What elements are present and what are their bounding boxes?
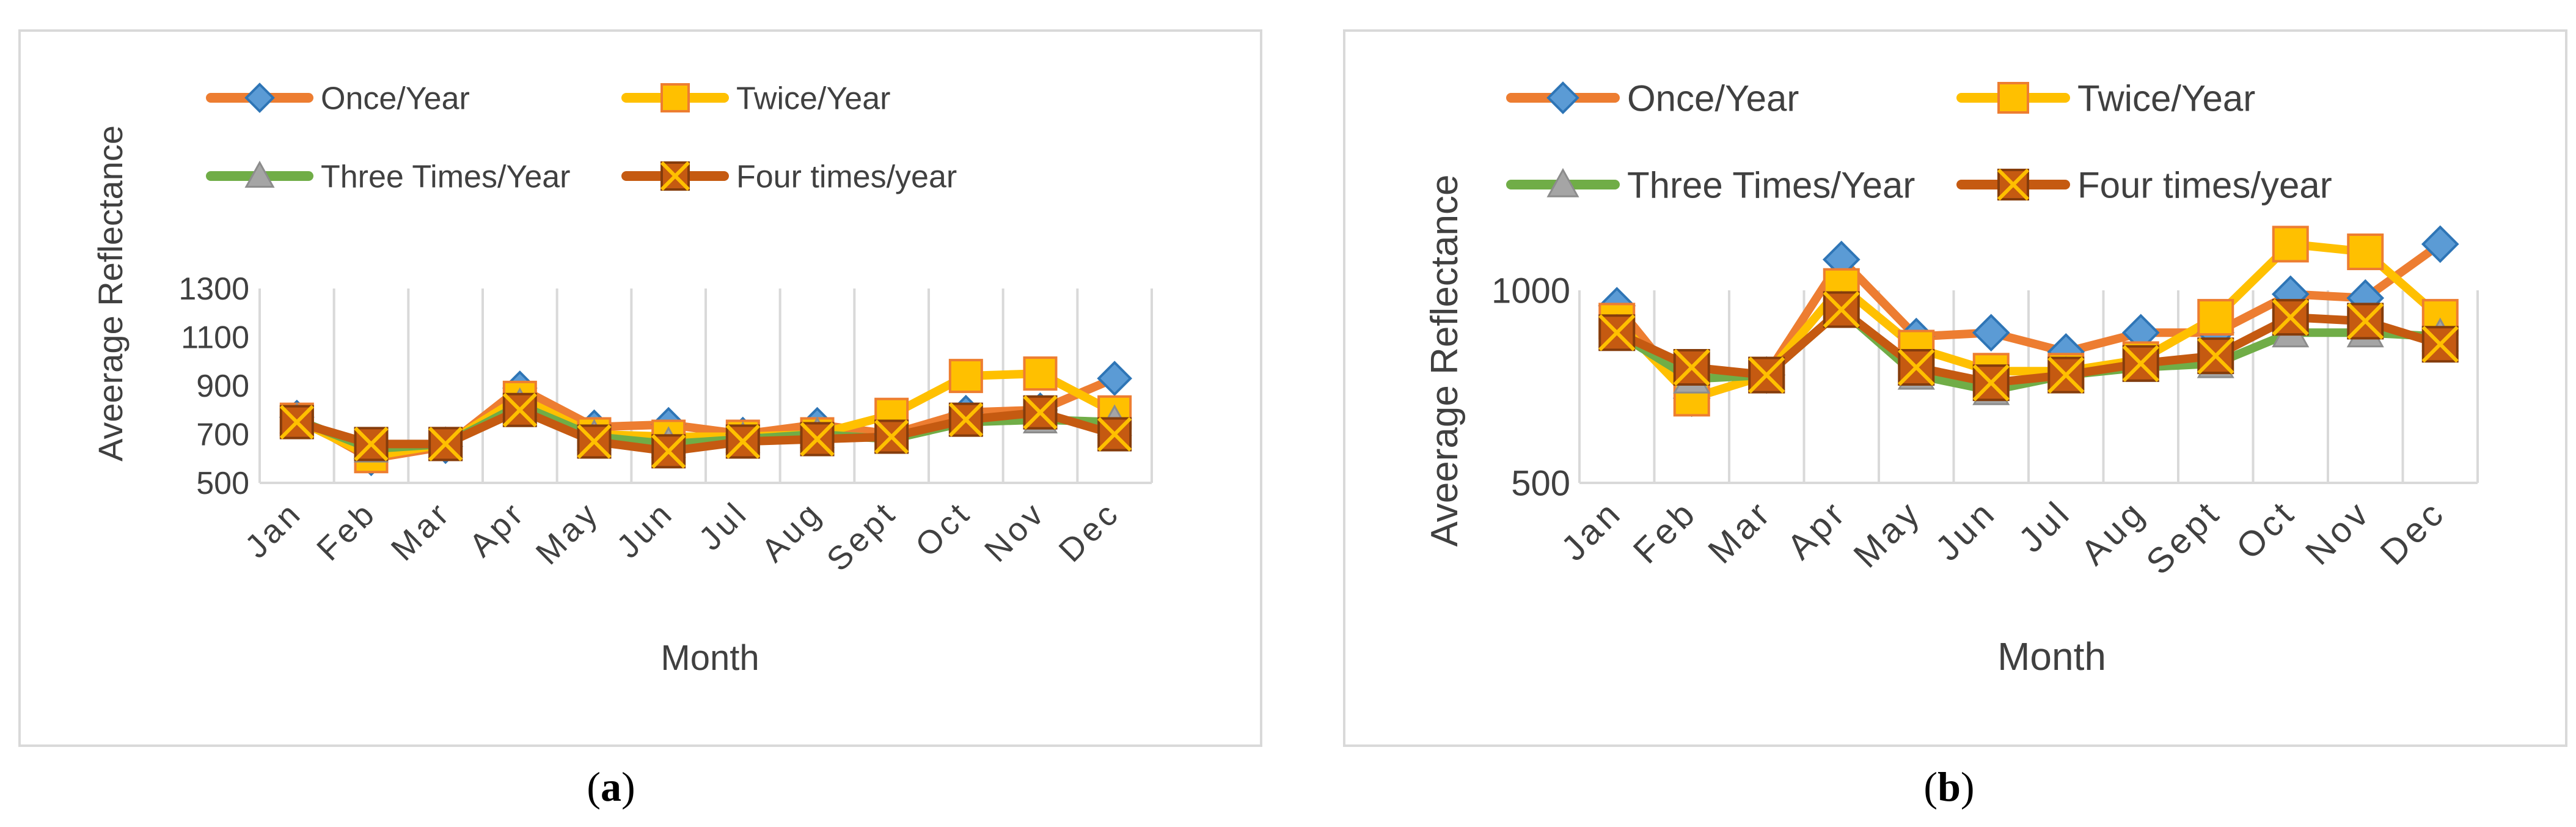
data-point-four [651,434,686,469]
panel-b-frame [1343,29,2567,747]
data-point-four [1972,364,2010,402]
panel-a-caption-letter: a [601,763,621,810]
legend-label: Twice/Year [736,81,890,117]
legend-marker [1997,168,2030,201]
data-point-four [279,405,314,439]
panel-a-series [279,356,1132,477]
data-point-twice [1023,356,1058,391]
y-tick-label: 1100 [181,320,249,356]
data-point-four [800,422,835,457]
data-point-four [1748,356,1785,394]
panel-b-y-axis-label: Aveerage Reflectance [1424,175,1466,547]
data-point-four [354,427,389,461]
data-point-once [2421,225,2459,263]
data-point-four [2122,345,2159,382]
data-point-four [2347,303,2384,340]
data-point-four [2421,326,2459,363]
y-tick-label: 900 [196,369,249,404]
panel-a-y-axis-label: Aveerage Reflectance [91,125,130,461]
data-point-twice [2197,299,2234,336]
legend-marker [660,161,690,191]
legend-item-four: Four times/year [621,160,957,195]
data-point-twice [2272,226,2309,263]
legend-item-once: Once/Year [206,81,470,117]
legend-item-twice: Twice/Year [1956,78,2255,119]
legend-marker [1546,167,1579,197]
data-point-four [1898,348,1935,386]
panel-a-legend: Once/Year Twice/Year Three Times/Year Four … [206,81,957,195]
legend-item-twice: Twice/Year [621,81,890,117]
data-point-four [1673,348,1710,386]
legend-item-three: Three Times/Year [206,160,570,195]
legend-label: Four times/year [736,160,957,195]
data-point-four [725,424,760,459]
legend-label: Three Times/Year [1627,165,1915,206]
data-point-once [1972,314,2010,352]
legend-item-four: Four times/year [1956,165,2332,206]
y-tick-label: 1000 [1491,271,1570,311]
legend-marker [244,83,275,113]
legend-label: Once/Year [321,81,470,117]
legend-item-three: Three Times/Year [1506,165,1915,206]
panel-b-y-tick-labels: 500 1000 [1491,271,1570,503]
y-tick-label: 500 [1511,463,1570,503]
legend-marker [1997,82,2029,114]
legend-label: Three Times/Year [321,160,570,195]
legend-marker [244,160,275,188]
panel-a-caption: (a) [587,763,635,810]
legend-label: Once/Year [1627,78,1799,119]
data-point-four [2047,356,2085,394]
data-point-four [1097,417,1132,452]
panel-b-legend: Once/Year Twice/Year Three Times/Year Four … [1506,78,2332,206]
panel-b-series [1598,225,2459,417]
data-point-once [1097,361,1132,396]
data-point-four [2272,298,2309,336]
data-point-four [948,402,983,437]
legend-marker [1546,81,1579,114]
legend-label: Twice/Year [2077,78,2255,119]
data-point-four [1023,395,1058,430]
data-point-four [428,427,463,461]
legend-item-once: Once/Year [1506,78,1799,119]
data-point-four [1823,291,1860,328]
y-tick-label: 500 [196,466,249,501]
legend-label: Four times/year [2077,165,2332,206]
data-point-twice [948,359,983,394]
data-point-four [502,392,537,427]
data-point-four [577,424,612,459]
panel-b-caption-letter: b [1937,763,1961,810]
y-tick-label: 1300 [178,271,249,307]
panel-a-x-axis-label: Month [660,638,759,678]
data-point-four [1598,314,1636,351]
data-point-twice [2347,233,2384,270]
data-point-four [2197,337,2234,375]
legend-marker [660,83,690,112]
panel-b-x-axis-label: Month [1997,634,2106,678]
panel-b-caption: (b) [1923,763,1974,810]
data-point-four [874,419,909,454]
panel-a-y-tick-labels: 500 700 900 1100 1300 [178,271,249,501]
y-tick-label: 700 [196,417,249,453]
